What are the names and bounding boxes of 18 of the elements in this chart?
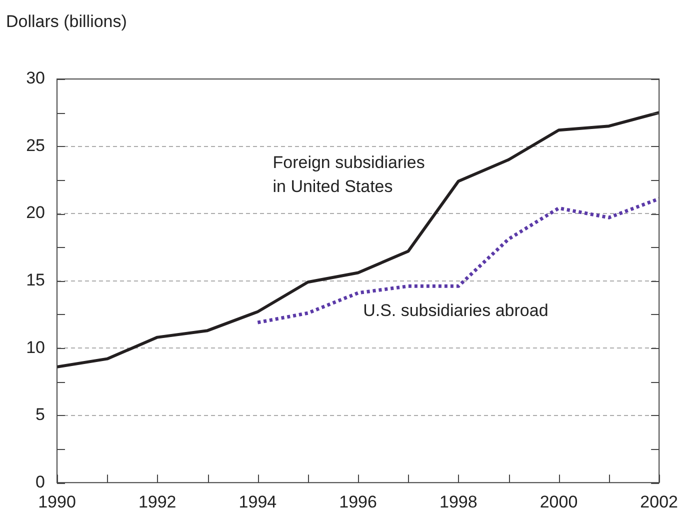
y-axis-title: Dollars (billions) xyxy=(6,12,127,32)
x-tick-label: 1992 xyxy=(138,492,176,512)
x-tick-label: 2000 xyxy=(540,492,578,512)
y-tick-label: 20 xyxy=(26,203,45,222)
x-tick-label: 1996 xyxy=(339,492,377,512)
x-tick-label: 1990 xyxy=(38,492,76,512)
series-label: U.S. subsidiaries abroad xyxy=(363,300,548,320)
series-label: Foreign subsidiaries in United States xyxy=(272,152,425,196)
line-series xyxy=(256,196,660,324)
y-tick-label: 5 xyxy=(36,405,45,424)
y-tick-label: 15 xyxy=(26,270,45,290)
y-tick-label: 25 xyxy=(26,136,45,155)
y-tick-label: 0 xyxy=(36,472,45,492)
y-tick-label: 30 xyxy=(26,68,45,88)
x-tick-label: 1994 xyxy=(238,492,277,512)
x-tick-label: 2002 xyxy=(640,492,678,512)
x-tick-label: 1998 xyxy=(439,492,478,512)
y-tick-label: 10 xyxy=(26,338,45,357)
